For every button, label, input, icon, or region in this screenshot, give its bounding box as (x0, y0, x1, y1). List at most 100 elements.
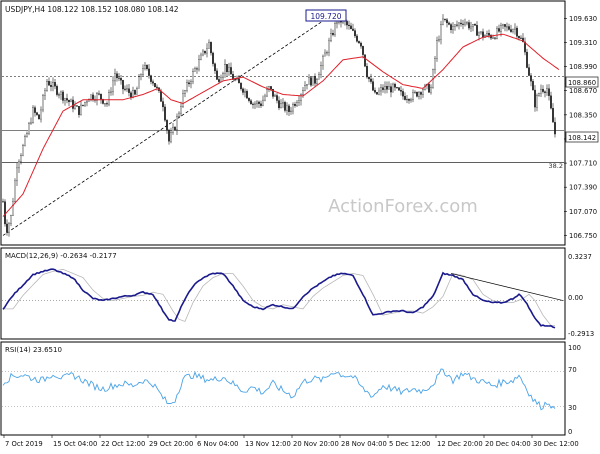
candle-body (210, 42, 212, 54)
candle-body (136, 88, 138, 95)
price-tick-label: 109.310 (569, 39, 597, 47)
candle-body (286, 105, 288, 111)
price-tick-label: 108.350 (569, 111, 597, 119)
candle-body (524, 41, 526, 53)
candle-body (302, 90, 304, 95)
candle-body (420, 92, 422, 95)
candle-body (178, 112, 180, 117)
price-panel[interactable] (0, 0, 566, 246)
candle-body (460, 22, 462, 25)
high-label: 109.720 (310, 12, 341, 21)
candle-body (8, 223, 10, 233)
candle-body (44, 90, 46, 96)
ma-line (2, 33, 560, 217)
candle-body (408, 99, 410, 101)
candle-body (200, 54, 202, 60)
candle-body (78, 106, 80, 115)
candle-body (230, 67, 232, 75)
candle-body (506, 26, 508, 28)
macd-main-line (2, 268, 556, 329)
candle-body (120, 78, 122, 81)
candle-body (168, 129, 170, 142)
candle-body (532, 81, 534, 91)
candle-body (110, 91, 112, 93)
candle-body (156, 86, 158, 88)
candle-body (270, 86, 272, 90)
candle-body (48, 81, 50, 86)
candle-body (446, 19, 448, 24)
macd-panel[interactable] (0, 247, 566, 340)
candle-body (402, 91, 404, 97)
candle-body (116, 73, 118, 79)
rsi-panel[interactable] (0, 341, 566, 436)
candle-body (162, 101, 164, 108)
time-tick-label: 28 Nov 04:00 (341, 440, 387, 448)
candle-body (132, 90, 134, 98)
candle-body (468, 22, 470, 29)
candle-body (150, 75, 152, 82)
candle-body (386, 86, 388, 90)
candle-body (464, 22, 466, 25)
candle-body (324, 52, 326, 57)
candle-body (214, 63, 216, 72)
candle-body (276, 95, 278, 101)
candle-body (184, 90, 186, 94)
candle-body (262, 99, 264, 106)
candle-body (92, 94, 94, 100)
candle-body (238, 78, 240, 84)
candle-body (10, 215, 12, 224)
candle-body (90, 94, 92, 100)
candle-body (436, 40, 438, 59)
candle-body (74, 105, 76, 109)
candle-body (4, 201, 6, 225)
candle-body (202, 50, 204, 56)
candle-body (182, 93, 184, 107)
candle-body (114, 73, 116, 82)
candle-body (58, 94, 60, 96)
macd-label: MACD(12,26,9) -0.2634 -0.2177 (5, 252, 117, 260)
candle-body (542, 88, 544, 92)
candle-body (326, 52, 328, 54)
candle-body (176, 116, 178, 131)
candle-body (24, 136, 26, 146)
candle-body (414, 91, 416, 93)
candle-body (246, 91, 248, 99)
candle-body (208, 42, 210, 49)
candle-body (456, 24, 458, 26)
candle-body (20, 155, 22, 162)
candle-body (540, 88, 542, 94)
candle-body (526, 51, 528, 68)
candle-body (152, 81, 154, 84)
candle-body (100, 93, 102, 100)
candle-body (284, 102, 286, 111)
candle-body (128, 88, 130, 93)
candle-body (66, 98, 68, 101)
candle-body (538, 93, 540, 96)
candle-body (392, 83, 394, 93)
candle-body (332, 33, 334, 35)
time-tick-label: 20 Nov 20:00 (293, 440, 339, 448)
watermark: ActionForex.com (328, 196, 478, 217)
time-tick-label: 12 Dec 20:00 (437, 440, 483, 448)
candle-body (510, 29, 512, 32)
candle-body (462, 23, 464, 25)
candle-body (350, 25, 352, 30)
candle-body (138, 76, 140, 89)
rsi-axis-0: 0 (568, 428, 572, 436)
candle-body (504, 24, 506, 27)
horizontal-levels (2, 76, 564, 163)
candle-body (496, 28, 498, 39)
candle-body (112, 80, 114, 93)
candle-body (494, 37, 496, 39)
candle-body (488, 33, 490, 36)
candle-body (30, 122, 32, 124)
candle-body (86, 101, 88, 103)
candle-body (390, 86, 392, 93)
candle-body (228, 67, 230, 73)
candle-body (154, 83, 156, 88)
candle-body (434, 58, 436, 70)
candle-body (260, 103, 262, 106)
candle-body (222, 73, 224, 79)
candle-body (250, 100, 252, 105)
